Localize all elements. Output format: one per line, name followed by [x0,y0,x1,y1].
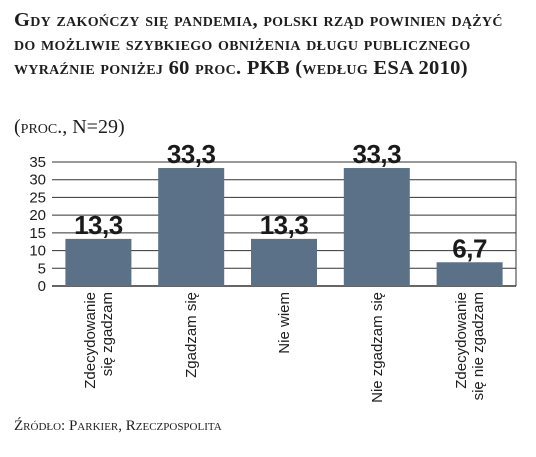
x-tick-label: Zdecydowaniesię zgadzam [82,292,116,389]
y-tick-label: 10 [29,243,46,260]
chart-title: Gdy zakończy się pandemia, polski rząd p… [14,9,503,79]
x-tick-label-line: się zgadzam [99,292,116,376]
chart-subtitle: (proc., N=29) [14,116,125,138]
x-tick-label-line: Nie zgadzam się [369,292,386,403]
data-label: 13,3 [74,210,123,240]
bar [251,238,317,286]
bar [436,262,503,286]
bar [65,238,132,286]
x-tick-label-line: Zdecydowanie [453,292,470,389]
x-tick-label: Zdecydowaniesię nie zgadzam [453,292,487,400]
data-label: 13,3 [260,210,309,240]
data-label: 33,3 [167,139,216,169]
bar [158,168,225,286]
data-label: 6,7 [452,233,487,263]
y-tick-label: 0 [38,278,46,295]
x-tick-label-line: Nie wiem [276,292,293,354]
y-tick-label: 25 [29,189,46,206]
y-tick-label: 15 [29,225,46,242]
x-tick-label-line: Zdecydowanie [82,292,99,389]
x-tick-label: Nie wiem [276,292,293,354]
y-tick-label: 30 [29,172,46,189]
data-label: 33,3 [352,139,401,169]
x-tick-label-line: Zgadzam się [183,292,200,378]
y-tick-label: 5 [38,260,46,277]
x-tick-label: Nie zgadzam się [369,292,386,403]
x-tick-label: Zgadzam się [183,292,200,378]
x-tick-label-line: się nie zgadzam [470,292,487,400]
source-note: Źródło: Parkier, Rzeczpospolita [14,418,222,434]
bar [343,168,410,286]
y-tick-label: 35 [29,154,46,171]
y-tick-label: 20 [29,207,46,224]
